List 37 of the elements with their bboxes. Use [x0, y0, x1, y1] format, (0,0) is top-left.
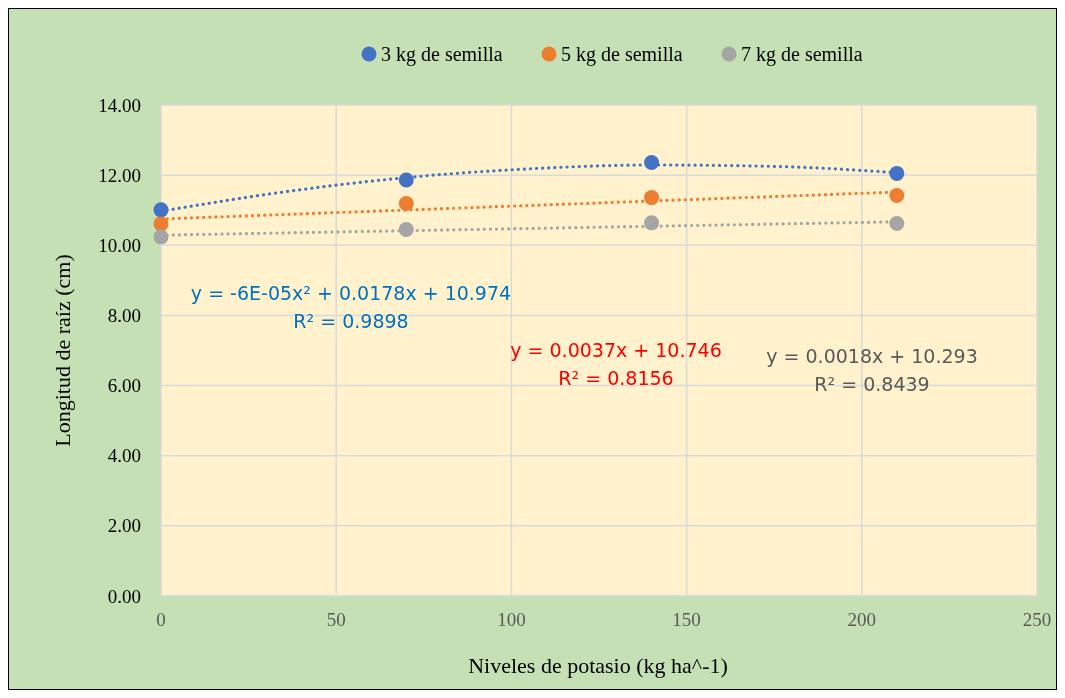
- annotation: R² = 0.8439: [814, 373, 930, 395]
- point: [398, 196, 414, 212]
- point: [398, 222, 414, 237]
- y-tick-label: 6.00: [107, 375, 141, 397]
- point: [153, 202, 169, 218]
- x-tick-label: 200: [847, 609, 877, 630]
- point: [889, 216, 905, 232]
- y-axis-title: Longitud de raíz (cm): [50, 254, 75, 447]
- point: [153, 229, 169, 245]
- x-tick-label: 250: [1022, 609, 1052, 630]
- legend-label: 7 kg de semilla: [741, 43, 863, 66]
- y-tick-label: 14.00: [98, 94, 141, 116]
- point: [153, 216, 169, 232]
- y-tick-label: 0.00: [107, 585, 141, 607]
- legend-label: 5 kg de semilla: [561, 43, 683, 66]
- point: [644, 190, 660, 206]
- x-tick-label: 0: [156, 609, 166, 630]
- y-tick-label: 12.00: [98, 164, 141, 186]
- annotation: y = 0.0037x + 10.746: [510, 339, 722, 361]
- x-axis-title: Niveles de potasio (kg ha^-1): [468, 653, 728, 678]
- annotation: y = -6E-05x² + 0.0178x + 10.974: [190, 282, 512, 304]
- y-tick-label: 4.00: [107, 445, 141, 467]
- x-tick-label: 100: [497, 609, 526, 630]
- y-tick-label: 10.00: [98, 234, 141, 256]
- y-tick-label: 2.00: [107, 515, 141, 537]
- y-tick-label: 8.00: [107, 304, 141, 326]
- x-tick-label: 150: [672, 609, 701, 630]
- point: [889, 165, 905, 181]
- point: [398, 172, 414, 188]
- annotation: R² = 0.9898: [293, 310, 409, 332]
- point: [644, 215, 660, 231]
- point: [644, 155, 660, 171]
- point: [889, 187, 905, 203]
- annotation: y = 0.0018x + 10.293: [766, 345, 978, 367]
- legend-label: 3 kg de semilla: [381, 43, 503, 66]
- x-tick-label: 50: [326, 609, 346, 630]
- annotation: R² = 0.8156: [558, 367, 674, 389]
